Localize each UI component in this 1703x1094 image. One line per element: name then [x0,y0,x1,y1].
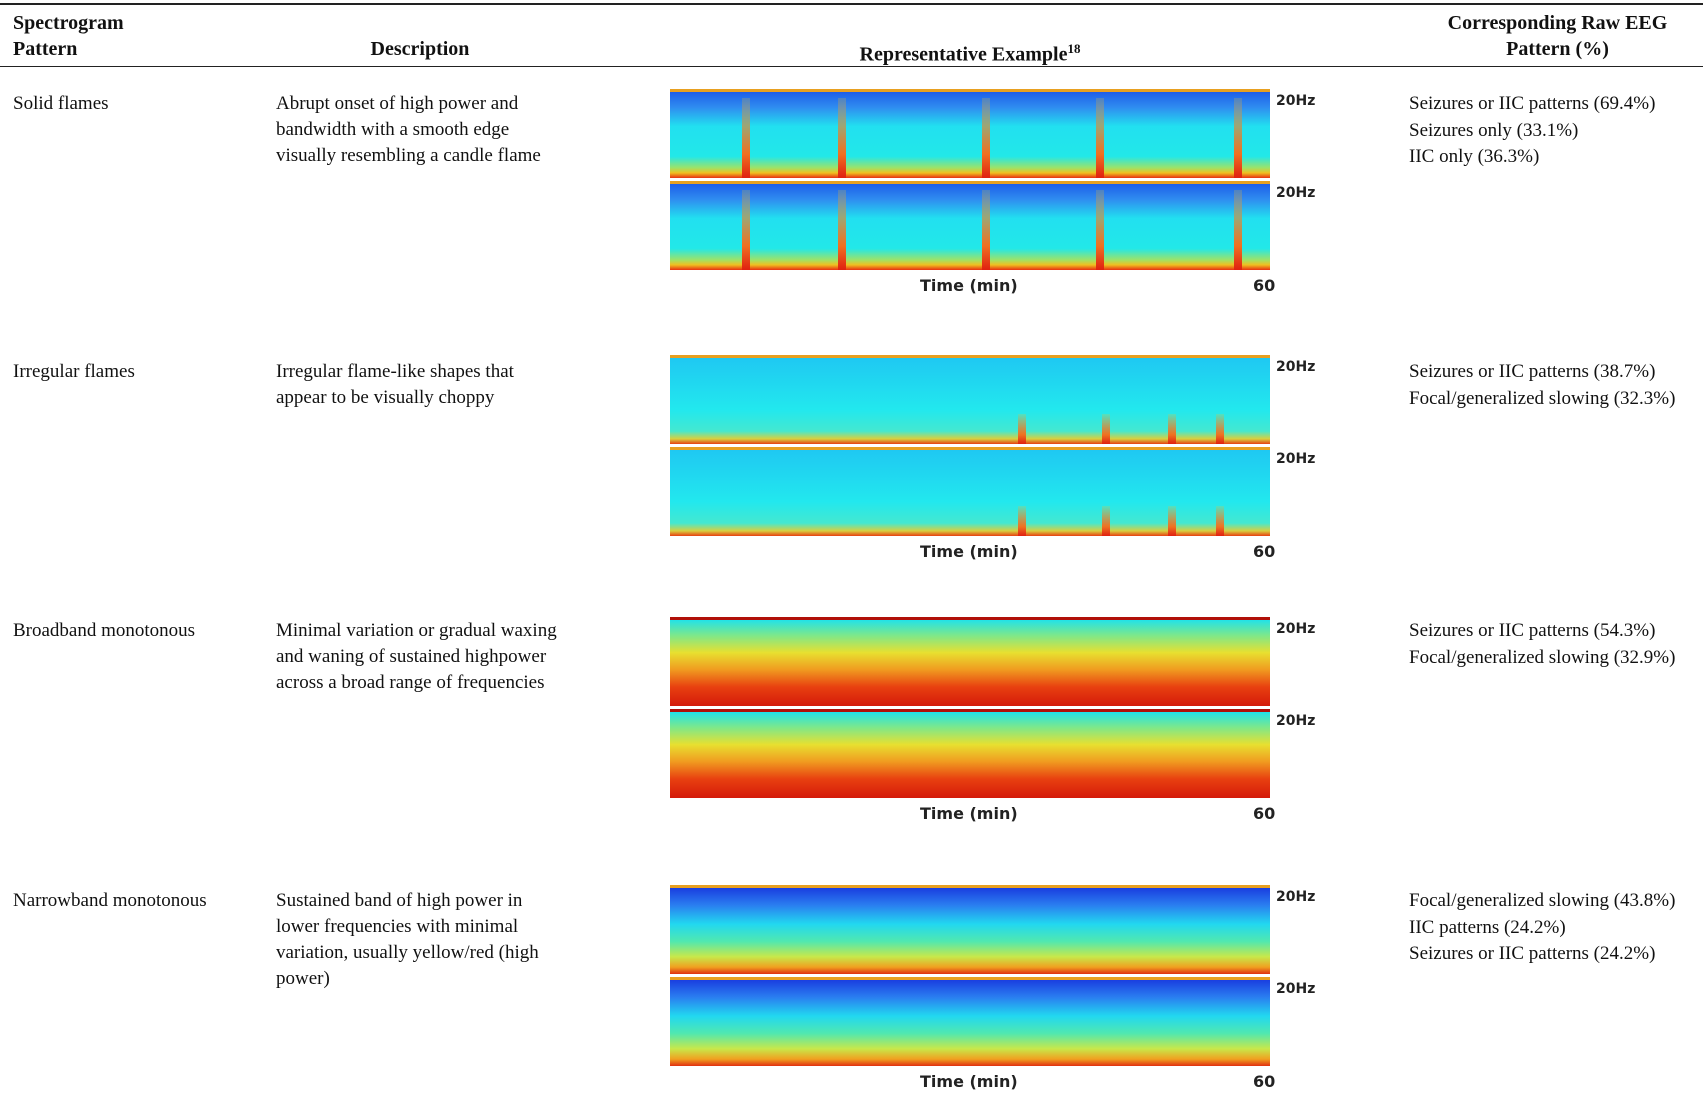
spectrogram-panel [670,709,1270,798]
flame [1096,98,1104,178]
spectrogram-panel [670,885,1270,974]
freq-label: 20Hz [1276,713,1315,729]
header-ref: 18 [1067,41,1080,56]
flame [838,190,846,270]
flame [982,190,990,270]
freq-label: 20Hz [1276,981,1315,997]
time-label: Time (min) [920,1072,1018,1091]
spectrogram: 20Hz 20Hz Time (min) 60 [670,355,1350,560]
pattern-cell: Solid flames [13,91,243,117]
flame [838,98,846,178]
top-rule [0,3,1703,5]
spectrogram-panel [670,181,1270,270]
freq-label: 20Hz [1276,451,1315,467]
flame [1216,414,1224,444]
pattern-cell: Narrowband monotonous [13,888,243,914]
freq-label: 20Hz [1276,359,1315,375]
description-cell: Abrupt onset of high power and bandwidth… [276,91,566,169]
header-example: Representative Example18 [790,36,1150,68]
spectrogram-panel [670,447,1270,536]
spectrogram: 20Hz 20Hz Time (min) 60 [670,89,1350,294]
flame [1168,506,1176,536]
flame [1018,414,1026,444]
spectrogram-panel [670,617,1270,706]
pattern-cell: Broadband monotonous [13,618,243,644]
description-cell: Irregular flame-like shapes that appear … [276,359,566,411]
time-label: Time (min) [920,276,1018,295]
spectrogram-panel [670,355,1270,444]
header-pattern: Spectrogram Pattern [13,10,153,62]
time-end: 60 [1253,276,1275,295]
flame [982,98,990,178]
spectrogram: 20Hz 20Hz Time (min) 60 [670,885,1350,1090]
description-cell: Minimal variation or gradual waxing and … [276,618,566,696]
flame [1102,506,1110,536]
freq-label: 20Hz [1276,621,1315,637]
header-eeg: Corresponding Raw EEG Pattern (%) [1425,10,1690,62]
time-end: 60 [1253,1072,1275,1091]
eeg-line: Focal/generalized slowing (32.9%) [1409,645,1701,671]
eeg-line: Seizures or IIC patterns (24.2%) [1409,941,1701,967]
time-end: 60 [1253,542,1275,561]
pattern-cell: Irregular flames [13,359,243,385]
page: Spectrogram Pattern Description Represen… [0,0,1703,1094]
eeg-line: IIC patterns (24.2%) [1409,915,1701,941]
flame [1018,506,1026,536]
eeg-line: Focal/generalized slowing (43.8%) [1409,888,1701,914]
flame [742,98,750,178]
flame [1234,98,1242,178]
time-label: Time (min) [920,542,1018,561]
freq-label: 20Hz [1276,185,1315,201]
spectrogram-panel [670,89,1270,178]
spectrogram-panel [670,977,1270,1066]
eeg-line: IIC only (36.3%) [1409,144,1701,170]
eeg-line: Seizures only (33.1%) [1409,118,1701,144]
flame [1168,414,1176,444]
flame [1096,190,1104,270]
time-end: 60 [1253,804,1275,823]
flame [742,190,750,270]
eeg-line: Seizures or IIC patterns (38.7%) [1409,359,1701,385]
spectrogram: 20Hz 20Hz Time (min) 60 [670,617,1350,822]
header-description: Description [300,36,540,62]
eeg-line: Focal/generalized slowing (32.3%) [1409,386,1701,412]
freq-label: 20Hz [1276,889,1315,905]
description-cell: Sustained band of high power in lower fr… [276,888,566,992]
header-example-text: Representative Example [860,44,1068,66]
freq-label: 20Hz [1276,93,1315,109]
flame [1102,414,1110,444]
flame [1234,190,1242,270]
flame [1216,506,1224,536]
eeg-line: Seizures or IIC patterns (69.4%) [1409,91,1701,117]
time-label: Time (min) [920,804,1018,823]
eeg-line: Seizures or IIC patterns (54.3%) [1409,618,1701,644]
